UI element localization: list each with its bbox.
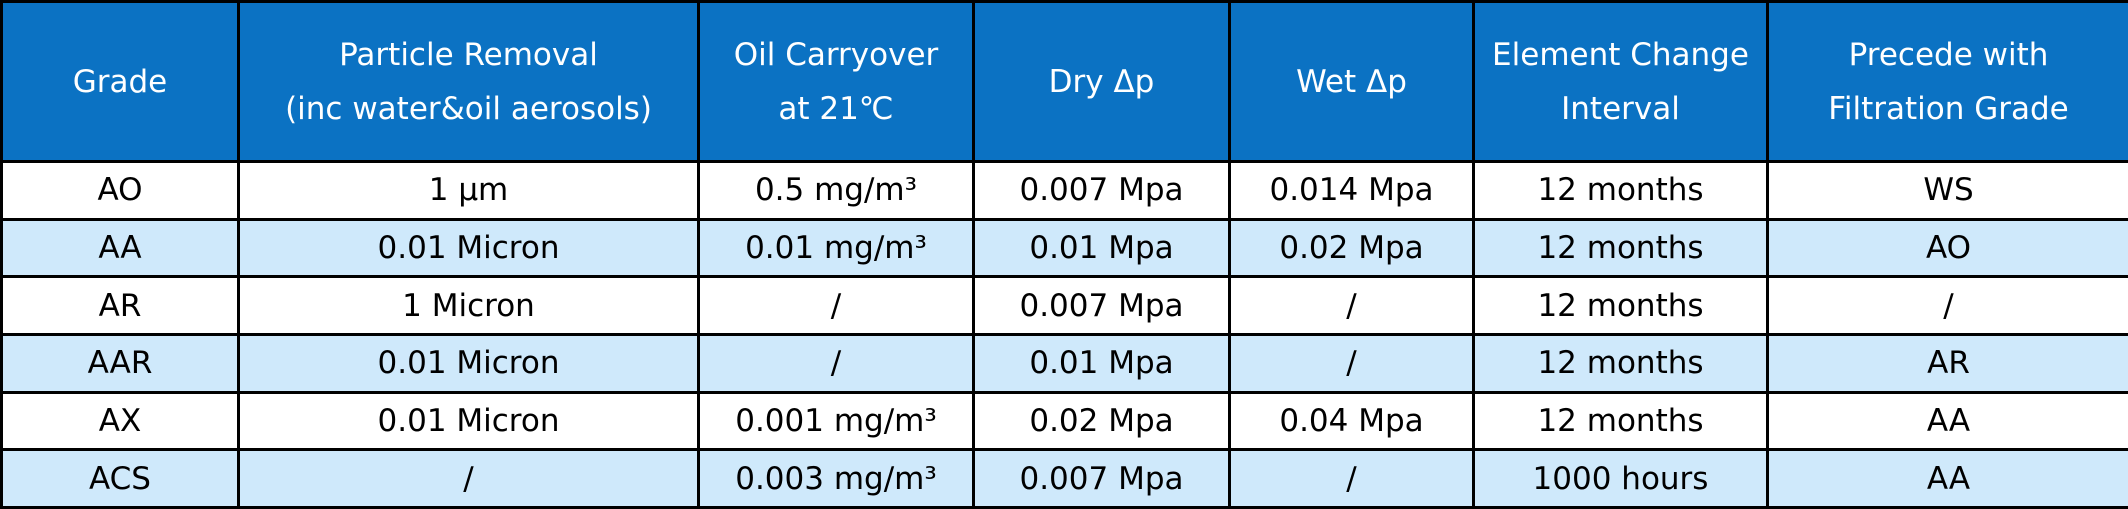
cell-dry-dp: 0.02 Mpa [972, 390, 1231, 452]
cell-dry-dp: 0.007 Mpa [972, 160, 1231, 221]
cell-wet-dp: / [1228, 448, 1475, 509]
cell-precede-grade: AA [1766, 448, 2128, 509]
cell-particle-removal: 0.01 Micron [237, 217, 700, 279]
table-row: AA 0.01 Micron 0.01 mg/m³ 0.01 Mpa 0.02 … [0, 217, 2128, 279]
cell-dry-dp: 0.01 Mpa [972, 332, 1231, 394]
header-dry-dp-text: Dry Δp [1048, 63, 1155, 100]
header-wet-dp: Wet Δp [1228, 0, 1475, 163]
table-row: AR 1 Micron / 0.007 Mpa / 12 months / [0, 275, 2128, 336]
table-row: AX 0.01 Micron 0.001 mg/m³ 0.02 Mpa 0.04… [0, 390, 2128, 452]
cell-particle-removal: / [237, 448, 700, 509]
cell-wet-dp: / [1228, 275, 1475, 336]
header-element-change-interval: Element Change Interval [1472, 0, 1769, 163]
cell-grade: AR [0, 275, 240, 336]
cell-grade: AAR [0, 332, 240, 394]
cell-particle-removal: 1 μm [237, 160, 700, 221]
cell-precede-grade: / [1766, 275, 2128, 336]
header-dry-dp: Dry Δp [972, 0, 1231, 163]
cell-wet-dp: 0.04 Mpa [1228, 390, 1475, 452]
header-grade-text: Grade [72, 63, 168, 100]
cell-dry-dp: 0.01 Mpa [972, 217, 1231, 279]
cell-precede-grade: AO [1766, 217, 2128, 279]
cell-oil-carryover: / [697, 275, 975, 336]
header-particle-removal-line2: (inc water&oil aerosols) [285, 90, 652, 127]
cell-precede-grade: WS [1766, 160, 2128, 221]
table-header: Grade Particle Removal (inc water&oil ae… [0, 0, 2128, 163]
cell-particle-removal: 0.01 Micron [237, 332, 700, 394]
cell-change-interval: 1000 hours [1472, 448, 1769, 509]
cell-particle-removal: 0.01 Micron [237, 390, 700, 452]
cell-precede-grade: AR [1766, 332, 2128, 394]
table-row: AAR 0.01 Micron / 0.01 Mpa / 12 months A… [0, 332, 2128, 394]
header-precede-with: Precede with Filtration Grade [1766, 0, 2128, 163]
cell-wet-dp: 0.014 Mpa [1228, 160, 1475, 221]
header-precede-with-line1: Precede with [1848, 36, 2049, 73]
cell-precede-grade: AA [1766, 390, 2128, 452]
header-oil-carryover-line2: at 21℃ [778, 90, 894, 127]
cell-wet-dp: 0.02 Mpa [1228, 217, 1475, 279]
cell-wet-dp: / [1228, 332, 1475, 394]
table-row: AO 1 μm 0.5 mg/m³ 0.007 Mpa 0.014 Mpa 12… [0, 160, 2128, 221]
header-oil-carryover: Oil Carryover at 21℃ [697, 0, 975, 163]
cell-change-interval: 12 months [1472, 332, 1769, 394]
cell-oil-carryover: 0.003 mg/m³ [697, 448, 975, 509]
cell-change-interval: 12 months [1472, 160, 1769, 221]
header-oil-carryover-line1: Oil Carryover [733, 36, 939, 73]
header-row: Grade Particle Removal (inc water&oil ae… [0, 0, 2128, 163]
cell-oil-carryover: 0.001 mg/m³ [697, 390, 975, 452]
header-element-change-line2: Interval [1561, 90, 1680, 127]
header-element-change-line1: Element Change [1492, 36, 1749, 73]
table-body: AO 1 μm 0.5 mg/m³ 0.007 Mpa 0.014 Mpa 12… [0, 160, 2128, 509]
cell-grade: AA [0, 217, 240, 279]
cell-oil-carryover: 0.5 mg/m³ [697, 160, 975, 221]
header-precede-with-line2: Filtration Grade [1828, 90, 2069, 127]
header-particle-removal-line1: Particle Removal [339, 36, 598, 73]
table-row: ACS / 0.003 mg/m³ 0.007 Mpa / 1000 hours… [0, 448, 2128, 509]
cell-grade: ACS [0, 448, 240, 509]
cell-particle-removal: 1 Micron [237, 275, 700, 336]
cell-grade: AX [0, 390, 240, 452]
header-grade: Grade [0, 0, 240, 163]
cell-change-interval: 12 months [1472, 275, 1769, 336]
cell-oil-carryover: / [697, 332, 975, 394]
header-particle-removal: Particle Removal (inc water&oil aerosols… [237, 0, 700, 163]
cell-change-interval: 12 months [1472, 217, 1769, 279]
cell-dry-dp: 0.007 Mpa [972, 448, 1231, 509]
cell-oil-carryover: 0.01 mg/m³ [697, 217, 975, 279]
cell-grade: AO [0, 160, 240, 221]
header-wet-dp-text: Wet Δp [1296, 63, 1407, 100]
cell-dry-dp: 0.007 Mpa [972, 275, 1231, 336]
cell-change-interval: 12 months [1472, 390, 1769, 452]
